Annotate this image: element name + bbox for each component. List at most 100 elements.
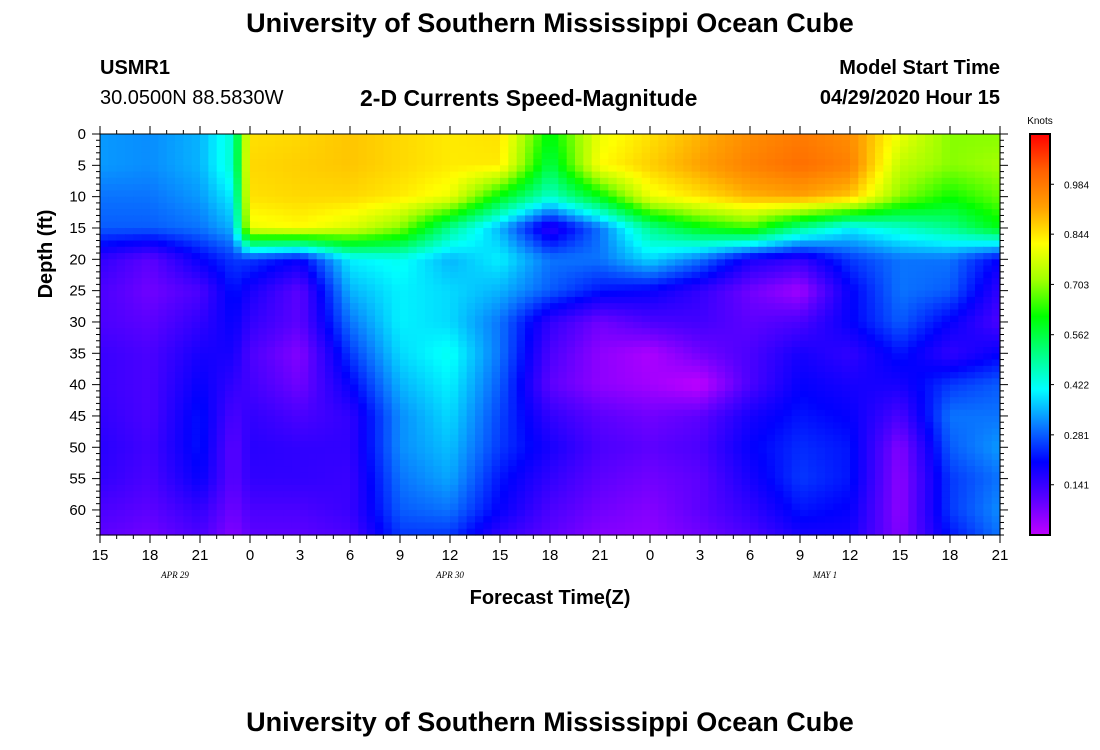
heatmap-cell bbox=[866, 202, 876, 210]
heatmap-cell bbox=[283, 278, 293, 285]
heatmap-cell bbox=[641, 146, 651, 154]
heatmap-cell bbox=[250, 159, 259, 166]
heatmap-cell bbox=[675, 259, 684, 267]
heatmap-cell bbox=[341, 253, 351, 260]
heatmap-cell bbox=[866, 265, 876, 273]
heatmap-cell bbox=[100, 246, 109, 254]
heatmap-cell bbox=[308, 409, 318, 417]
heatmap-cell bbox=[808, 134, 818, 141]
heatmap-cell bbox=[525, 209, 534, 217]
heatmap-cell bbox=[125, 234, 134, 242]
heatmap-cell bbox=[641, 209, 651, 217]
heatmap-cell bbox=[275, 315, 284, 323]
heatmap-cell bbox=[500, 340, 509, 348]
heatmap-cell bbox=[733, 315, 743, 323]
heatmap-cell bbox=[550, 159, 559, 166]
heatmap-cell bbox=[908, 171, 918, 179]
heatmap-cell bbox=[558, 171, 568, 179]
heatmap-cell bbox=[900, 290, 909, 298]
heatmap-cell bbox=[500, 177, 509, 185]
heatmap-cell bbox=[325, 290, 334, 298]
heatmap-cell bbox=[583, 265, 593, 273]
heatmap-cell bbox=[600, 159, 609, 166]
heatmap-cell bbox=[708, 403, 718, 411]
heatmap-cell bbox=[991, 152, 1001, 160]
heatmap-cell bbox=[433, 309, 443, 317]
heatmap-cell bbox=[991, 134, 1001, 141]
heatmap-cell bbox=[516, 365, 526, 373]
heatmap-cell bbox=[833, 390, 843, 398]
heatmap-cell bbox=[650, 334, 659, 342]
heatmap-cell bbox=[608, 259, 618, 267]
heatmap-cell bbox=[391, 202, 401, 210]
heatmap-cell bbox=[683, 215, 693, 223]
heatmap-cell bbox=[491, 171, 501, 179]
heatmap-cell bbox=[625, 227, 634, 235]
heatmap-cell bbox=[566, 165, 576, 173]
heatmap-cell bbox=[425, 202, 434, 210]
heatmap-cell bbox=[108, 134, 118, 141]
heatmap-cell bbox=[950, 296, 959, 304]
heatmap-cell bbox=[333, 347, 343, 354]
heatmap-cell bbox=[150, 334, 159, 342]
heatmap-cell bbox=[216, 296, 226, 304]
heatmap-cell bbox=[116, 365, 126, 373]
heatmap-cell bbox=[883, 309, 893, 317]
heatmap-cell bbox=[166, 227, 176, 235]
heatmap-cell bbox=[816, 296, 826, 304]
heatmap-cell bbox=[175, 372, 184, 379]
heatmap-cell bbox=[933, 328, 943, 336]
heatmap-cell bbox=[283, 265, 293, 273]
heatmap-cell bbox=[750, 315, 759, 323]
heatmap-cell bbox=[783, 171, 793, 179]
heatmap-cell bbox=[266, 278, 276, 285]
heatmap-cell bbox=[141, 284, 151, 292]
heatmap-cell bbox=[525, 171, 534, 179]
heatmap-cell bbox=[958, 378, 968, 386]
heatmap-cell bbox=[100, 397, 109, 405]
heatmap-cell bbox=[658, 328, 668, 336]
heatmap-cell bbox=[125, 265, 134, 273]
heatmap-cell bbox=[250, 365, 259, 373]
heatmap-cell bbox=[275, 265, 284, 273]
heatmap-cell bbox=[675, 215, 684, 223]
heatmap-cell bbox=[458, 196, 468, 204]
heatmap-cell bbox=[800, 209, 809, 217]
heatmap-cell bbox=[208, 397, 218, 405]
heatmap-cell bbox=[800, 240, 809, 248]
heatmap-cell bbox=[608, 328, 618, 336]
heatmap-cell bbox=[516, 328, 526, 336]
heatmap-cell bbox=[341, 309, 351, 317]
heatmap-cell bbox=[891, 196, 901, 204]
heatmap-cell bbox=[750, 246, 759, 254]
heatmap-cell bbox=[525, 134, 534, 141]
heatmap-cell bbox=[975, 165, 984, 173]
heatmap-cell bbox=[158, 390, 168, 398]
heatmap-cell bbox=[908, 334, 918, 342]
heatmap-cell bbox=[141, 422, 151, 430]
heatmap-cell bbox=[825, 340, 834, 348]
heatmap-cell bbox=[425, 134, 434, 141]
heatmap-cell bbox=[600, 271, 609, 279]
heatmap-cell bbox=[833, 196, 843, 204]
heatmap-cell bbox=[566, 196, 576, 204]
heatmap-cell bbox=[633, 353, 643, 361]
heatmap-cell bbox=[466, 290, 476, 298]
heatmap-cell bbox=[258, 328, 268, 336]
heatmap-cell bbox=[625, 303, 634, 311]
heatmap-cell bbox=[625, 271, 634, 279]
heatmap-cell bbox=[650, 403, 659, 411]
heatmap-cell bbox=[433, 372, 443, 379]
heatmap-cell bbox=[166, 303, 176, 311]
heatmap-cell bbox=[741, 159, 751, 166]
heatmap-cell bbox=[183, 140, 193, 148]
heatmap-cell bbox=[450, 284, 459, 292]
heatmap-cell bbox=[266, 353, 276, 361]
heatmap-cell bbox=[466, 415, 476, 423]
heatmap-cell bbox=[558, 184, 568, 191]
heatmap-cell bbox=[941, 259, 951, 267]
heatmap-cell bbox=[183, 321, 193, 329]
heatmap-cell bbox=[750, 359, 759, 367]
heatmap-cell bbox=[925, 271, 934, 279]
heatmap-cell bbox=[241, 296, 251, 304]
